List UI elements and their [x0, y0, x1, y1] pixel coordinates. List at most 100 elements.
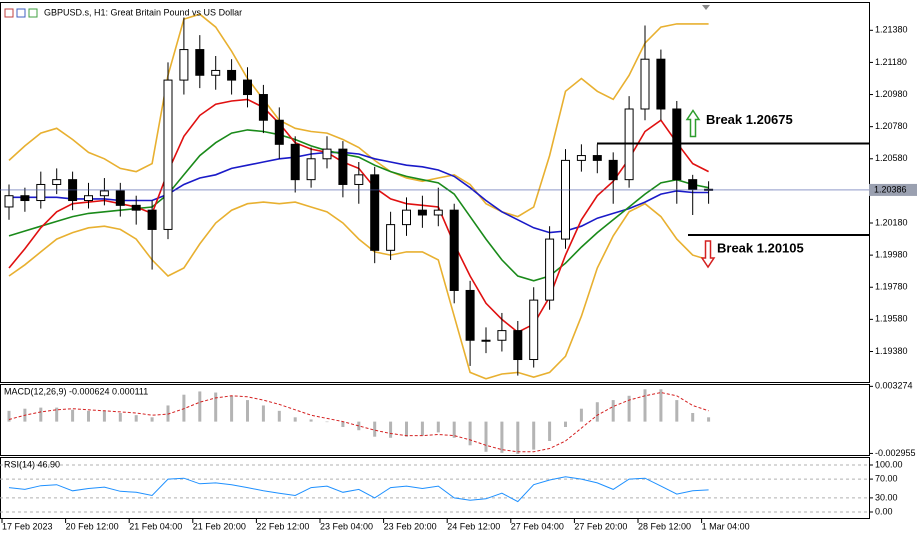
- candle-body: [179, 49, 189, 81]
- candle-body: [592, 155, 602, 161]
- candle-body: [640, 58, 650, 110]
- candle-body: [163, 79, 173, 230]
- last-price-label: 1.20386: [874, 184, 907, 194]
- macd-bar: [357, 421, 361, 431]
- macd-bar: [87, 410, 90, 422]
- macd-bar: [293, 417, 297, 422]
- candle-body: [115, 190, 125, 206]
- macd-bar: [675, 400, 679, 422]
- candle-body: [4, 195, 14, 208]
- candle-body: [243, 79, 252, 96]
- candle-body: [227, 69, 237, 81]
- candle-body: [402, 209, 411, 226]
- candle-body: [36, 183, 46, 202]
- macd-bar: [405, 421, 408, 437]
- panel-title: RSI(14) 46.90: [4, 459, 60, 469]
- macd-bar: [611, 400, 615, 422]
- y-tick-label: 1.21180: [875, 57, 907, 67]
- macd-bar: [548, 421, 552, 441]
- macd-bar: [452, 421, 456, 438]
- macd-bar: [389, 421, 393, 438]
- candle-body: [576, 155, 586, 161]
- macd-bar: [500, 421, 504, 453]
- macd-bar: [198, 391, 202, 422]
- candle-body: [497, 330, 507, 341]
- macd-bar: [691, 413, 695, 422]
- y-tick-label: 70.00: [875, 473, 898, 483]
- candle-body: [545, 238, 555, 301]
- x-tick-label: 23 Feb 20:00: [384, 521, 437, 531]
- candle-body: [20, 195, 30, 202]
- candle-body: [322, 148, 332, 160]
- break-arrow: [700, 240, 716, 269]
- macd-bar: [118, 413, 122, 422]
- y-tick-label: 1.20180: [875, 217, 908, 227]
- macd-bar: [7, 410, 11, 422]
- icon: [16, 8, 26, 18]
- break-label: Break 1.20105: [717, 240, 804, 255]
- macd-bar: [71, 409, 75, 422]
- candle-body: [481, 339, 491, 342]
- macd-bar: [39, 407, 43, 422]
- x-tick-label: 21 Feb 20:00: [193, 521, 246, 531]
- candle-body: [211, 69, 221, 76]
- y-tick-label: 1.19580: [875, 314, 908, 324]
- indicator-line: [8, 129, 709, 282]
- macd-bar: [246, 400, 249, 422]
- x-tick-label: 27 Feb 20:00: [574, 521, 627, 531]
- macd-signal: [8, 391, 709, 453]
- candle-body: [195, 49, 205, 76]
- candle-body: [529, 299, 539, 361]
- icon: [28, 8, 38, 18]
- macd-bar: [55, 407, 59, 422]
- macd-bar: [468, 421, 472, 446]
- panel-title: GBPUSD.s, H1: Great Britain Pound vs US …: [44, 7, 242, 17]
- candle-body: [131, 204, 141, 211]
- candle-body: [656, 58, 666, 110]
- macd-bar: [277, 410, 281, 422]
- y-tick-label: 1.20980: [875, 89, 908, 99]
- macd-bar: [373, 421, 377, 437]
- x-tick-label: 24 Feb 12:00: [447, 521, 500, 531]
- x-tick-label: 28 Feb 12:00: [638, 521, 691, 531]
- candle-body: [258, 94, 268, 121]
- x-tick-label: 22 Feb 12:00: [256, 521, 309, 531]
- macd-bar: [261, 405, 265, 422]
- macd-bar: [150, 417, 154, 422]
- candle-body: [417, 209, 427, 216]
- indicator-line: [8, 13, 709, 218]
- macd-bar: [436, 421, 440, 433]
- y-tick-label: 1.19380: [875, 346, 908, 356]
- candle-body: [147, 209, 157, 230]
- macd-bar: [627, 395, 631, 422]
- last-price-box: [869, 183, 917, 196]
- y-tick-label: 0.003274: [875, 381, 913, 391]
- x-tick-label: 17 Feb 2023: [2, 521, 53, 531]
- macd-bar: [659, 389, 663, 422]
- x-tick-label: 23 Feb 04:00: [320, 521, 373, 531]
- break-arrow: [685, 109, 701, 138]
- y-tick-label: 1.21380: [875, 25, 908, 35]
- macd-bar: [532, 421, 536, 450]
- macd-bar: [214, 392, 218, 422]
- candle-body: [433, 209, 443, 216]
- candle-body: [449, 209, 459, 291]
- candle-body: [386, 224, 396, 251]
- macd-panel: [0, 384, 870, 456]
- macd-bar: [341, 421, 345, 427]
- candle-body: [84, 195, 93, 202]
- y-tick-label: 0.00: [875, 506, 893, 516]
- x-tick-label: 20 Feb 12:00: [66, 521, 119, 531]
- candle-body: [290, 143, 300, 181]
- rsi-panel: [0, 457, 870, 519]
- candle-body: [513, 330, 523, 361]
- panel-title: MACD(12,26,9) -0.000624 0.000111: [4, 386, 148, 396]
- break-label: Break 1.20675: [706, 112, 793, 127]
- macd-bar: [420, 421, 424, 436]
- x-tick-label: 21 Feb 04:00: [129, 521, 182, 531]
- candle-body: [354, 174, 364, 185]
- x-tick-label: 1 Mar 04:00: [702, 521, 750, 531]
- macd-bar: [564, 421, 567, 427]
- candle-body: [306, 158, 316, 181]
